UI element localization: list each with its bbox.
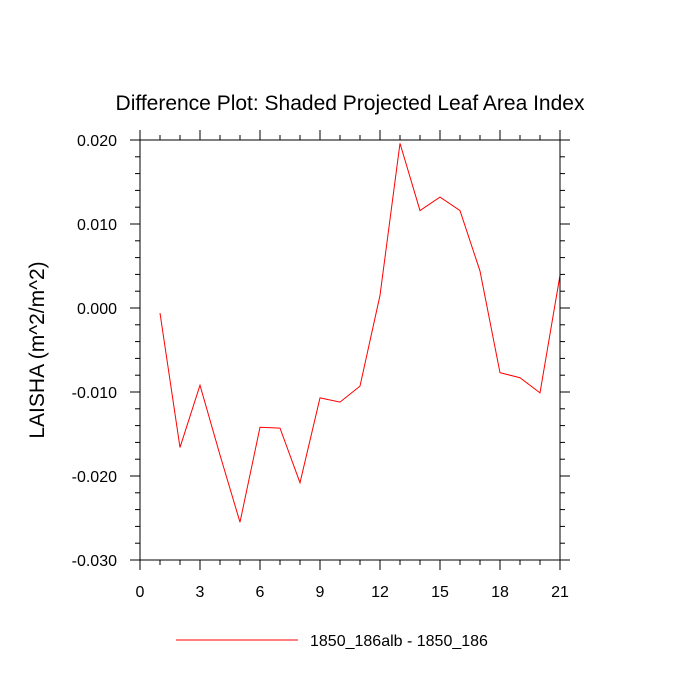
x-tick-label: 3	[196, 584, 205, 601]
axis-ticks: 0 3 6 9 12 15 18 21 -0.030 -0.020 -0.010 0.000 0.010…	[72, 130, 570, 601]
y-tick-label: 0.020	[77, 133, 117, 150]
y-tick-label: 0.000	[77, 301, 117, 318]
legend: 1850_186alb - 1850_186	[176, 633, 488, 650]
y-tick-label: 0.010	[77, 217, 117, 234]
x-tick-label: 12	[371, 584, 389, 601]
x-tick-label: 9	[316, 584, 325, 601]
y-tick-label: -0.010	[72, 385, 117, 402]
chart-title: Difference Plot: Shaded Projected Leaf A…	[116, 92, 585, 115]
series-line	[159, 143, 561, 523]
x-tick-label: 0	[136, 584, 145, 601]
x-tick-label: 6	[256, 584, 265, 601]
y-tick-label: -0.030	[72, 553, 117, 570]
y-tick-label: -0.020	[72, 469, 117, 486]
y-axis-label: LAISHA (m^2/m^2)	[26, 261, 49, 438]
x-tick-label: 18	[491, 584, 509, 601]
x-tick-label: 21	[551, 584, 569, 601]
legend-label: 1850_186alb - 1850_186	[310, 633, 488, 650]
plot-frame	[139, 139, 561, 561]
x-tick-label: 15	[431, 584, 449, 601]
series-layer	[159, 143, 561, 523]
